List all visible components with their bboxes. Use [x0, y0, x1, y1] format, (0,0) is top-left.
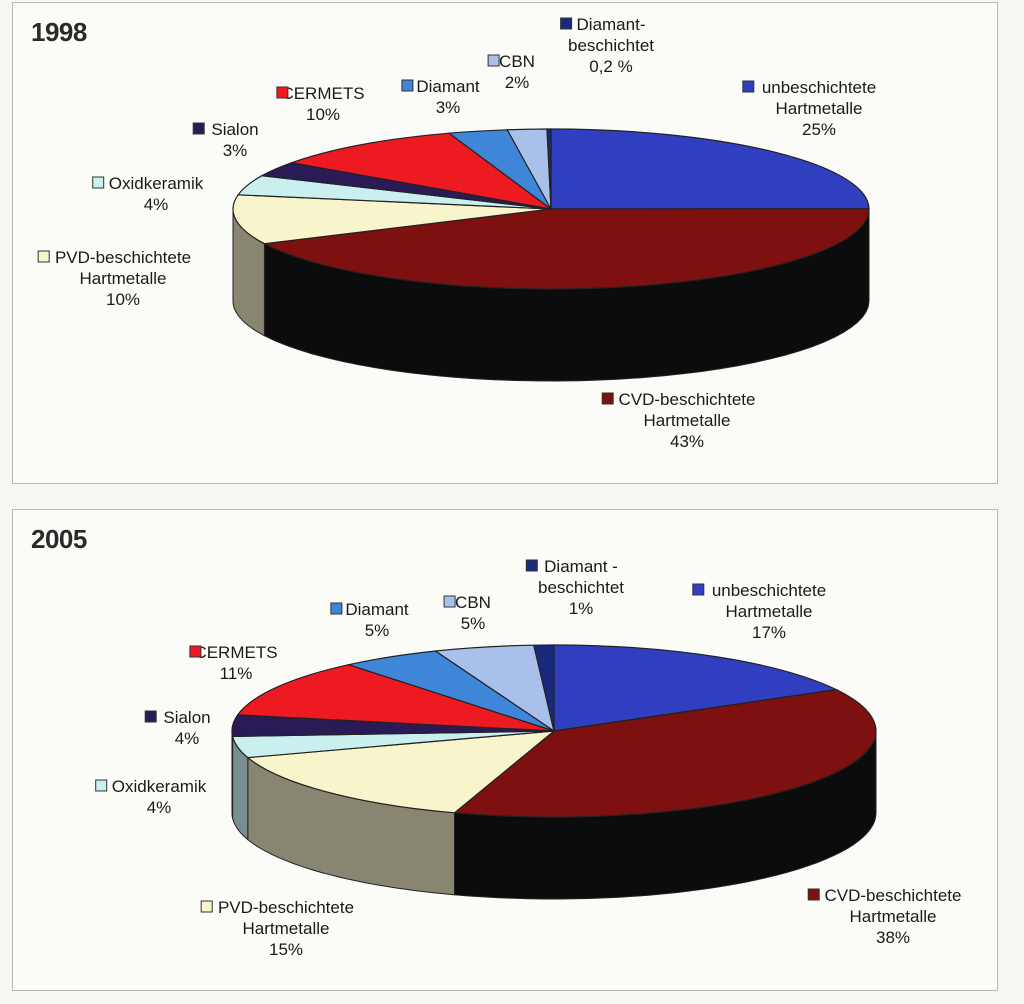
legend-swatch: [330, 602, 343, 615]
pie-top-group: [232, 128, 870, 290]
chart-title: 2005: [31, 524, 87, 554]
slice-label: CERMETS 11%: [194, 643, 277, 683]
slice-label: Oxidkeramik 4%: [109, 174, 204, 214]
chart-panel-2005: 2005 unbeschichtete Hartmetalle 17% CVD-bes…: [12, 509, 998, 991]
slice-label: PVD-beschichtete Hartmetalle 15%: [218, 898, 354, 959]
slice-label: Diamant 3%: [416, 77, 480, 117]
slice-label: CBN 5%: [455, 593, 491, 633]
legend-swatch: [401, 79, 414, 92]
chart-title: 1998: [31, 17, 87, 47]
chart-panel-1998: 1998 unbeschichtete Hartmetalle 25% CVD-bes…: [12, 2, 998, 484]
legend-swatch: [487, 54, 500, 67]
pie-slice: [550, 128, 870, 210]
slice-label: CERMETS 10%: [281, 84, 364, 124]
pie-top-group: [231, 644, 877, 818]
slice-label: Sialon 4%: [163, 708, 210, 748]
legend-swatch: [200, 900, 213, 913]
slice-label: Diamant -beschichtet 1%: [538, 557, 624, 618]
legend-swatch: [443, 595, 456, 608]
pie-chart-svg: unbeschichtete Hartmetalle 17% CVD-beschich…: [95, 557, 962, 959]
pie-slice: [553, 644, 839, 732]
pie-slice: [452, 688, 877, 818]
pie-chart-svg: unbeschichtete Hartmetalle 25% CVD-beschich…: [37, 15, 876, 451]
legend-swatch: [692, 583, 705, 596]
pie-slice: [236, 664, 555, 732]
pie-slice: [533, 644, 555, 732]
legend-swatch: [95, 779, 108, 792]
slice-label: Diamant-beschichtet 0,2 %: [568, 15, 654, 76]
pie-slice: [262, 208, 870, 290]
pie-slice-side: [231, 731, 234, 819]
legend-swatch: [742, 80, 755, 93]
legend-swatch: [189, 645, 202, 658]
pie-slice: [232, 194, 552, 245]
legend-swatch: [92, 176, 105, 189]
slice-label: Sialon 3%: [211, 120, 258, 160]
slice-label: CBN 2%: [499, 52, 535, 92]
slice-label: Diamant 5%: [345, 600, 409, 640]
slice-label: unbeschichtete Hartmetalle 25%: [762, 78, 876, 139]
legend-swatch: [276, 86, 289, 99]
slice-label: Oxidkeramik 4%: [112, 777, 207, 817]
slice-label: CVD-beschichtete Hartmetalle 43%: [618, 390, 755, 451]
slice-label: PVD-beschichtete Hartmetalle 10%: [55, 248, 191, 309]
legend-swatch: [601, 392, 614, 405]
legend-swatch: [144, 710, 157, 723]
legend-swatch: [525, 559, 538, 572]
slice-label: CVD-beschichtete Hartmetalle 38%: [824, 886, 961, 947]
pie-slice: [546, 128, 552, 210]
legend-swatch: [807, 888, 820, 901]
pie-slice: [289, 132, 552, 210]
legend-swatch: [192, 122, 205, 135]
pie-side-group: [232, 208, 870, 382]
legend-swatch: [560, 17, 573, 30]
pie-side-group: [231, 730, 877, 900]
slice-label: unbeschichtete Hartmetalle 17%: [712, 581, 826, 642]
legend-swatch: [37, 250, 50, 263]
